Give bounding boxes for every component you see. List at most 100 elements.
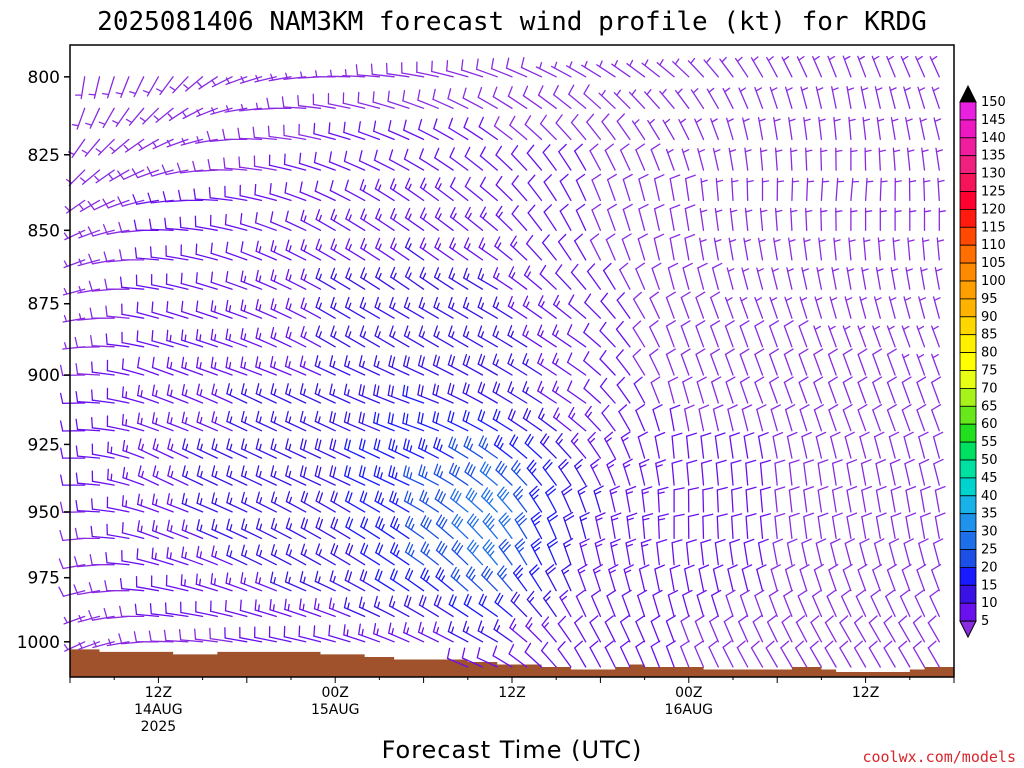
barb-flag bbox=[182, 438, 186, 450]
wind-barb bbox=[180, 574, 204, 592]
wind-barb bbox=[150, 273, 174, 290]
wind-barb bbox=[706, 87, 719, 109]
barb-flag bbox=[358, 121, 361, 133]
wind-barb bbox=[137, 493, 160, 513]
barb-half-flag bbox=[633, 119, 640, 125]
wind-barb bbox=[920, 485, 931, 513]
barb-flag bbox=[192, 160, 197, 172]
wind-barb bbox=[241, 491, 263, 513]
wind-barb bbox=[873, 431, 885, 459]
barb-flag bbox=[875, 485, 887, 491]
barb-shaft bbox=[637, 436, 646, 459]
wind-barb bbox=[931, 564, 942, 592]
barb-half-flag bbox=[918, 87, 926, 92]
barb-flag bbox=[402, 384, 406, 397]
barb-flag bbox=[725, 589, 736, 597]
barb-flag bbox=[478, 237, 484, 248]
wind-barb bbox=[682, 262, 693, 290]
barb-flag bbox=[425, 519, 432, 530]
barb-shaft bbox=[738, 621, 749, 643]
wind-barb bbox=[509, 618, 528, 643]
barb-shaft bbox=[615, 356, 631, 376]
barb-shaft bbox=[722, 646, 734, 668]
wind-barb bbox=[285, 438, 307, 459]
wind-barb bbox=[731, 177, 739, 202]
wind-barb bbox=[419, 266, 439, 290]
barb-flag bbox=[137, 465, 142, 477]
barb-shaft bbox=[343, 131, 366, 141]
barb-shaft bbox=[803, 462, 808, 486]
barb-flag bbox=[211, 492, 215, 504]
wind-barb bbox=[498, 512, 513, 540]
wind-barb bbox=[716, 486, 728, 513]
barb-half-flag bbox=[922, 239, 930, 243]
colorbar-label: 70 bbox=[981, 381, 998, 396]
barb-flag bbox=[931, 564, 942, 571]
barb-flag bbox=[222, 128, 226, 141]
barb-flag bbox=[495, 205, 503, 216]
wind-barb bbox=[73, 584, 101, 596]
wind-barb bbox=[181, 492, 204, 513]
barb-flag bbox=[899, 589, 910, 598]
barb-flag bbox=[827, 348, 838, 356]
wind-barb bbox=[481, 487, 498, 513]
wind-barb bbox=[255, 465, 277, 486]
barb-flag bbox=[649, 320, 659, 328]
barb-half-flag bbox=[544, 596, 551, 602]
wind-barb bbox=[388, 622, 410, 643]
barb-flag bbox=[468, 568, 476, 579]
wind-barb bbox=[401, 62, 425, 78]
barb-half-flag bbox=[214, 470, 218, 478]
wind-barb bbox=[875, 485, 887, 513]
wind-barb bbox=[622, 458, 633, 486]
wind-barb bbox=[300, 209, 322, 231]
barb-half-flag bbox=[318, 302, 322, 310]
wind-barb bbox=[870, 589, 881, 618]
wind-barb bbox=[358, 121, 381, 141]
barb-flag bbox=[743, 538, 755, 544]
wind-barb bbox=[715, 459, 727, 486]
wind-barb bbox=[745, 513, 757, 540]
barb-flag bbox=[477, 620, 483, 632]
barb-flag bbox=[431, 60, 433, 73]
y-tick-label: 975 bbox=[28, 569, 60, 589]
wind-barb bbox=[239, 184, 263, 202]
barb-half-flag bbox=[348, 273, 352, 281]
barb-half-flag bbox=[110, 473, 113, 482]
wind-barb bbox=[240, 327, 263, 348]
wind-barb bbox=[255, 356, 277, 376]
barb-flag bbox=[813, 564, 824, 571]
wind-barb bbox=[729, 538, 741, 566]
wind-barb bbox=[315, 267, 336, 290]
barb-half-flag bbox=[243, 361, 247, 370]
barb-flag bbox=[134, 603, 138, 616]
barb-shaft bbox=[543, 211, 557, 231]
barb-flag bbox=[559, 173, 569, 182]
wind-barb bbox=[537, 324, 557, 348]
wind-barb bbox=[530, 538, 543, 566]
barb-flag bbox=[333, 544, 339, 556]
barb-flag bbox=[640, 538, 652, 544]
barb-flag bbox=[392, 544, 399, 555]
barb-flag bbox=[511, 436, 519, 447]
wind-barb bbox=[434, 489, 454, 513]
barb-flag bbox=[314, 438, 319, 450]
x-tick-label: 12Z bbox=[852, 685, 879, 701]
wind-barb bbox=[886, 376, 897, 404]
wind-barb bbox=[298, 152, 322, 171]
wind-barb bbox=[374, 296, 395, 319]
wind-barb bbox=[769, 86, 778, 109]
wind-barb bbox=[342, 69, 366, 78]
barb-half-flag bbox=[78, 286, 82, 294]
wind-barb bbox=[255, 438, 277, 459]
barb-shaft bbox=[283, 163, 307, 171]
barb-flag bbox=[176, 162, 182, 174]
wind-barb bbox=[558, 458, 572, 486]
barb-shaft bbox=[93, 199, 115, 211]
barb-half-flag bbox=[454, 444, 458, 451]
barb-flag bbox=[857, 564, 868, 571]
barb-flag bbox=[831, 512, 843, 518]
barb-half-flag bbox=[740, 297, 748, 302]
barb-flag bbox=[375, 208, 381, 219]
wind-barb bbox=[239, 76, 263, 84]
